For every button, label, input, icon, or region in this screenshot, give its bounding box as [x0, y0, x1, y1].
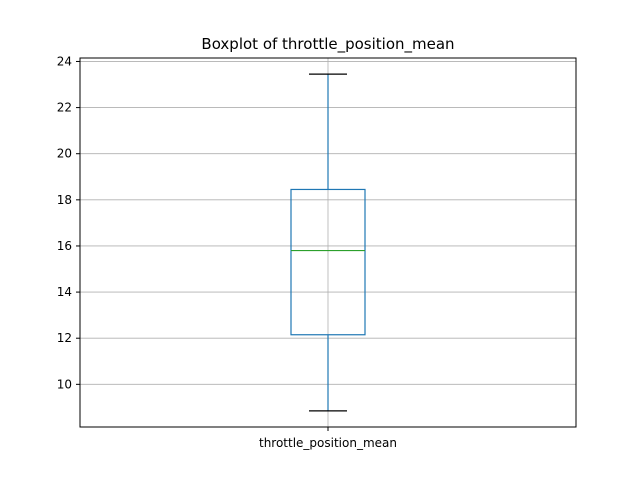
y-axis: 10 12 14 16 18 20 22 24: [57, 54, 80, 391]
y-tick-label: 10: [57, 377, 72, 391]
y-tick-label: 22: [57, 101, 72, 115]
chart-title: Boxplot of throttle_position_mean: [201, 35, 454, 54]
y-tick-label: 18: [57, 193, 72, 207]
y-tick-label: 12: [57, 331, 72, 345]
box-plot-group: [290, 73, 366, 412]
iqr-box: [290, 188, 366, 336]
y-tick-label: 20: [57, 147, 72, 161]
y-tick-label: 14: [57, 285, 72, 299]
y-tick-label: 16: [57, 239, 72, 253]
x-axis: throttle_position_mean: [259, 427, 397, 450]
y-tick-label: 24: [57, 54, 72, 68]
x-tick-label: throttle_position_mean: [259, 436, 397, 450]
